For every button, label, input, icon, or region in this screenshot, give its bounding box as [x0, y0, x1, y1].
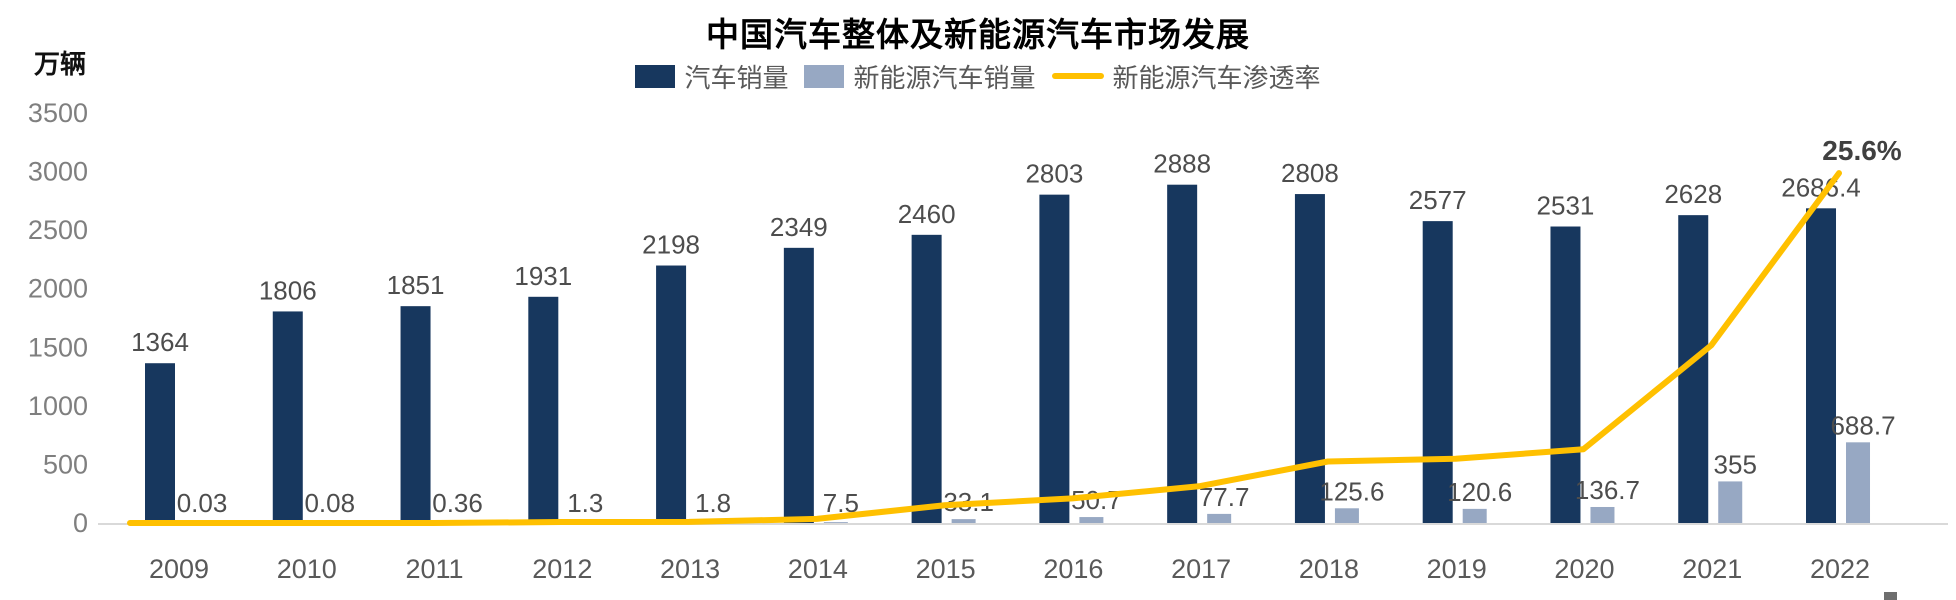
nev-value-label: 136.7: [1575, 475, 1640, 505]
nev-sales-swatch-icon: [804, 64, 845, 88]
bar-value-label: 1364: [131, 327, 189, 357]
bar-nev-sales: [951, 519, 976, 523]
bar-nev-sales: [1079, 517, 1104, 523]
x-axis-label: 2019: [1427, 554, 1487, 584]
bar-auto-sales: [528, 296, 559, 523]
x-axis-label: 2009: [149, 554, 209, 584]
x-axis-label: 2022: [1810, 554, 1870, 584]
penetration-line-swatch-icon: [1051, 73, 1104, 79]
bar-auto-sales: [1550, 226, 1581, 524]
y-tick-label: 2500: [28, 215, 88, 245]
bar-auto-sales: [1806, 208, 1837, 523]
bottom-edge-artifact: [1884, 592, 1897, 600]
bar-value-label: 1931: [514, 261, 572, 291]
bar-nev-sales: [1207, 513, 1232, 523]
bar-auto-sales: [911, 234, 942, 524]
legend: 汽车销量 新能源汽车销量 新能源汽车渗透率: [0, 58, 1956, 95]
bar-value-label: 1851: [387, 270, 445, 300]
bar-auto-sales: [656, 265, 687, 523]
nev-value-label: 0.08: [304, 488, 355, 518]
nev-value-label: 1.8: [695, 488, 731, 518]
x-axis-label: 2020: [1554, 554, 1614, 584]
x-axis-label: 2012: [532, 554, 592, 584]
y-axis-unit-label: 万辆: [34, 49, 87, 79]
bar-value-label: 2803: [1025, 159, 1083, 189]
legend-label-penetration: 新能源汽车渗透率: [1112, 62, 1321, 93]
bar-value-label: 2531: [1537, 191, 1595, 221]
x-axis-label: 2013: [660, 554, 720, 584]
x-axis-label: 2014: [788, 554, 848, 584]
bar-auto-sales: [1167, 184, 1198, 524]
bar-value-label: 2808: [1281, 158, 1339, 188]
penetration-end-label: 25.6%: [1822, 135, 1901, 166]
nev-value-label: 120.6: [1447, 477, 1512, 507]
legend-label-auto-sales: 汽车销量: [684, 62, 789, 93]
auto-sales-swatch-icon: [635, 64, 676, 88]
nev-value-label: 355: [1714, 449, 1757, 479]
penetration-line: [127, 170, 1843, 526]
bar-value-label: 2460: [898, 199, 956, 229]
x-axis-label: 2017: [1171, 554, 1231, 584]
bar-nev-sales: [1590, 506, 1615, 523]
y-tick-label: 3000: [28, 157, 88, 187]
bar-value-label: 2888: [1153, 149, 1211, 179]
bar-auto-sales: [783, 247, 814, 523]
y-tick-label: 500: [43, 449, 88, 479]
bar-auto-sales: [1039, 194, 1070, 524]
bar-value-label: 1806: [259, 275, 317, 305]
bar-nev-sales: [1462, 508, 1487, 523]
bar-value-label: 2628: [1664, 179, 1722, 209]
x-axis-label: 2018: [1299, 554, 1359, 584]
nev-value-label: 1.3: [567, 488, 603, 518]
x-axis-label: 2015: [916, 554, 976, 584]
bar-nev-sales: [1846, 442, 1871, 523]
bar-value-label: 2349: [770, 212, 828, 242]
x-axis-label: 2010: [277, 554, 337, 584]
x-axis-label: 2021: [1682, 554, 1742, 584]
legend-item-nev-sales: 新能源汽车销量: [804, 58, 1036, 95]
y-tick-label: 2000: [28, 274, 88, 304]
nev-value-label: 0.36: [432, 488, 483, 518]
bar-nev-sales: [1718, 481, 1743, 523]
bar-nev-sales: [1334, 508, 1359, 523]
bar-value-label: 2198: [642, 230, 700, 260]
bar-value-label: 2577: [1409, 185, 1467, 215]
bar-auto-sales: [145, 363, 175, 523]
bar-auto-sales: [1422, 221, 1453, 523]
chart-title: 中国汽车整体及新能源汽车市场发展: [706, 16, 1250, 53]
y-tick-label: 0: [73, 508, 88, 538]
bar-auto-sales: [1294, 194, 1325, 523]
y-tick-label: 1000: [28, 391, 88, 421]
legend-label-nev-sales: 新能源汽车销量: [853, 62, 1036, 93]
y-tick-label: 3500: [28, 98, 88, 128]
nev-value-label: 125.6: [1319, 476, 1384, 506]
bar-auto-sales: [400, 306, 431, 523]
bar-nev-sales: [823, 522, 848, 523]
legend-item-auto-sales: 汽车销量: [635, 58, 788, 95]
bar-auto-sales: [272, 311, 303, 523]
x-axis-label: 2016: [1043, 554, 1103, 584]
x-axis-label: 2011: [406, 554, 464, 584]
y-tick-label: 1500: [28, 332, 88, 362]
nev-value-label: 0.03: [177, 488, 228, 518]
legend-item-penetration: 新能源汽车渗透率: [1051, 58, 1321, 95]
nev-value-label: 688.7: [1830, 410, 1895, 440]
